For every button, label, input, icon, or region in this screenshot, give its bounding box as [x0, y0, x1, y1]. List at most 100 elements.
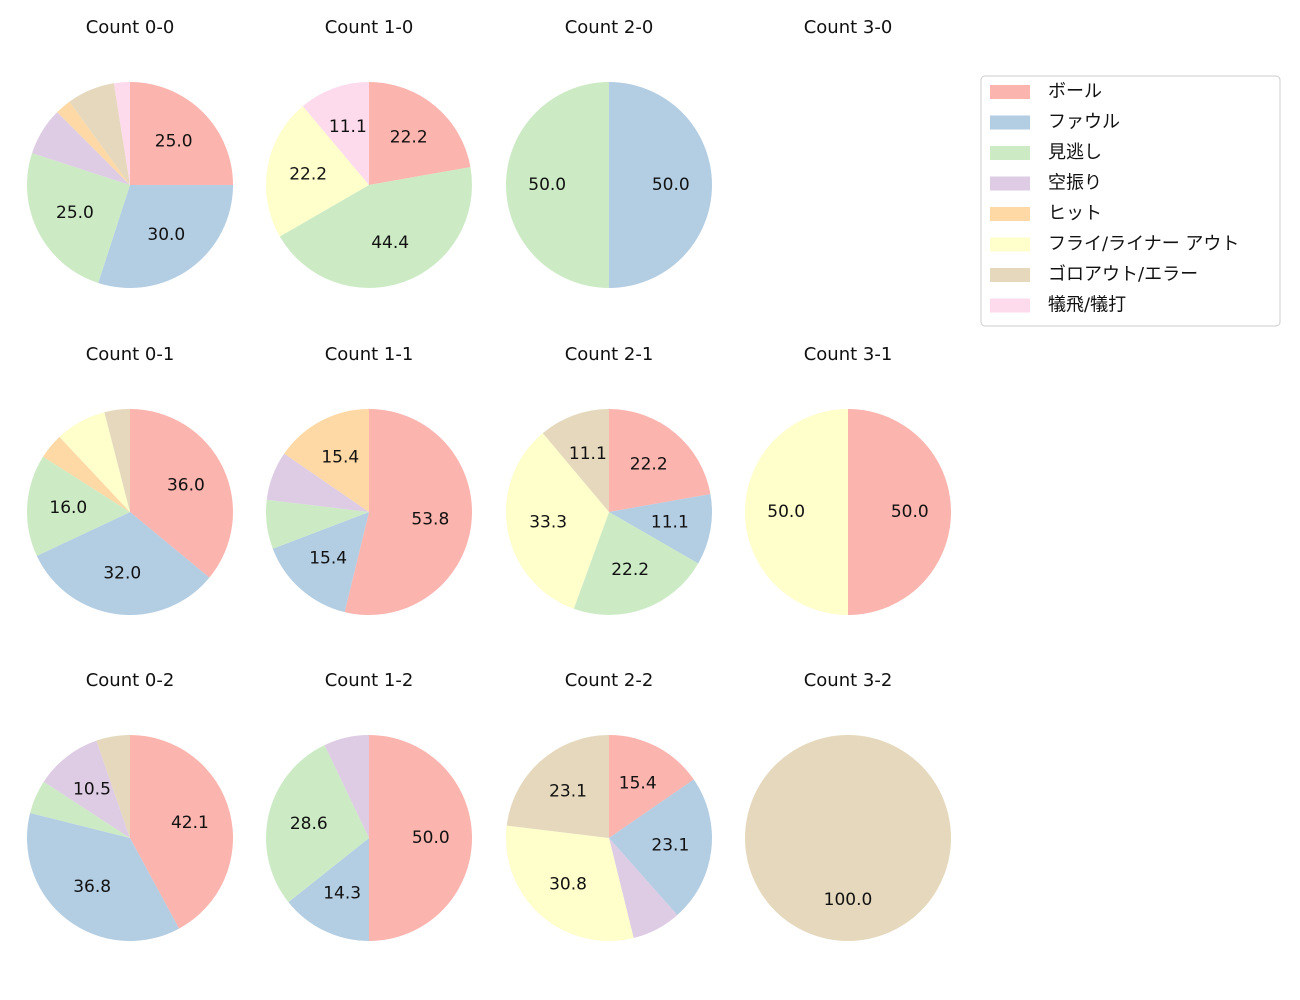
- legend-swatch: [990, 85, 1030, 99]
- pie-slice: [265, 106, 369, 237]
- pie-slice: [130, 735, 233, 929]
- slice-label: 36.0: [167, 476, 205, 496]
- legend-label: 犠飛/犠打: [1048, 295, 1126, 316]
- pie-slice: [506, 433, 609, 609]
- slice-label: 25.0: [56, 203, 94, 223]
- pie-slice: [745, 735, 951, 941]
- slice-label: 30.0: [147, 225, 185, 245]
- pie-slice: [609, 494, 712, 564]
- legend-box: [980, 75, 1281, 327]
- pie-slice: [302, 82, 369, 185]
- pie-slice: [609, 735, 694, 838]
- pie-slice: [344, 409, 473, 616]
- slice-label: 23.1: [651, 835, 689, 855]
- pie-slice: [506, 82, 609, 288]
- legend-label: 空振り: [1048, 173, 1102, 194]
- slice-label: 50.0: [652, 175, 690, 195]
- slice-label: 11.1: [569, 444, 607, 464]
- pie-slice: [288, 838, 369, 941]
- pie-slice: [279, 167, 473, 289]
- slice-label: 44.4: [371, 233, 409, 253]
- pie-slice: [573, 512, 699, 615]
- pie-slice: [57, 101, 131, 185]
- slice-label: 50.0: [891, 502, 929, 522]
- pie-slice: [43, 436, 130, 512]
- slice-label: 10.5: [73, 779, 111, 799]
- slice-label: 23.1: [549, 782, 587, 802]
- pie-slice: [542, 409, 609, 512]
- legend-swatch: [990, 268, 1030, 282]
- pie-slice: [369, 735, 472, 941]
- legend-swatch: [990, 237, 1030, 252]
- slice-label: 15.4: [309, 548, 347, 568]
- slice-label: 22.2: [630, 455, 668, 475]
- slice-label: 100.0: [824, 890, 873, 910]
- legend-swatch: [990, 146, 1030, 160]
- slice-label: 11.1: [329, 117, 367, 137]
- slice-label: 11.1: [651, 513, 689, 533]
- pie-slice: [324, 735, 369, 838]
- legend-swatch: [990, 207, 1030, 221]
- pie-slice: [609, 409, 711, 512]
- slice-label: 25.0: [155, 131, 193, 151]
- slice-label: 22.2: [390, 128, 428, 148]
- pie-slice: [130, 409, 234, 578]
- pie-slice: [96, 735, 130, 838]
- pie-slice: [266, 453, 369, 512]
- pie-title: Count 0-2: [86, 670, 175, 691]
- pie-title: Count 2-2: [565, 670, 654, 691]
- legend-label: フライ/ライナー アウト: [1048, 234, 1239, 255]
- legend-swatch: [990, 115, 1030, 130]
- pie-slice: [506, 735, 609, 838]
- pie-title: Count 0-0: [86, 17, 175, 38]
- pie-title: Count 1-0: [325, 17, 414, 38]
- legend-swatch: [990, 298, 1030, 313]
- pie-title: Count 3-0: [804, 17, 893, 38]
- slice-label: 50.0: [528, 175, 566, 195]
- pie-slice: [284, 409, 369, 512]
- pie-slice: [506, 825, 634, 941]
- pie-slice: [130, 82, 233, 185]
- legend-label: ファウル: [1048, 112, 1120, 133]
- slice-label: 50.0: [412, 828, 450, 848]
- pie-slice: [43, 740, 130, 838]
- slice-label: 14.3: [323, 884, 361, 904]
- slice-label: 53.8: [411, 509, 449, 529]
- legend-label: 見逃し: [1048, 142, 1102, 163]
- slice-label: 32.0: [103, 563, 141, 583]
- pie-slice: [745, 409, 848, 615]
- pie-title: Count 1-1: [325, 344, 414, 365]
- slice-label: 42.1: [171, 813, 209, 833]
- pie-slice: [59, 412, 130, 512]
- slice-label: 36.8: [73, 877, 111, 897]
- pie-title: Count 3-1: [804, 344, 893, 365]
- pie-slice: [27, 153, 131, 283]
- pie-slice: [113, 82, 130, 185]
- pie-title: Count 0-1: [86, 344, 175, 365]
- slice-label: 50.0: [767, 502, 805, 522]
- pie-slice: [609, 779, 713, 916]
- pie-slice: [69, 83, 130, 185]
- slice-label: 30.8: [549, 874, 587, 894]
- legend-label: ボール: [1048, 81, 1102, 102]
- slice-label: 28.6: [290, 814, 328, 834]
- pie-slice: [98, 185, 233, 288]
- pie-slice: [26, 813, 180, 941]
- slice-label: 22.2: [611, 560, 649, 580]
- pie-slice: [32, 112, 130, 185]
- slice-label: 22.2: [289, 164, 327, 184]
- pie-slice: [30, 781, 130, 838]
- pie-slice: [266, 745, 369, 903]
- pie-slice: [266, 499, 369, 549]
- legend-swatch: [990, 176, 1030, 191]
- legend-label: ヒット: [1048, 203, 1102, 224]
- pie-slice: [848, 409, 951, 615]
- legend-label: ゴロアウト/エラー: [1048, 264, 1198, 285]
- slice-label: 16.0: [49, 498, 87, 518]
- pie-title: Count 3-2: [804, 670, 893, 691]
- pie-slice: [609, 82, 712, 288]
- pie-title: Count 1-2: [325, 670, 414, 691]
- pie-slice: [369, 82, 471, 185]
